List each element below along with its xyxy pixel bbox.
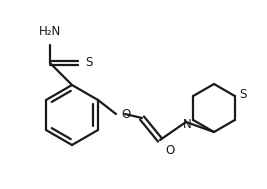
Text: O: O [121,108,130,121]
Text: N: N [183,118,191,130]
Text: S: S [85,57,92,70]
Text: O: O [165,144,174,157]
Text: H₂N: H₂N [39,25,61,38]
Text: S: S [239,88,246,101]
